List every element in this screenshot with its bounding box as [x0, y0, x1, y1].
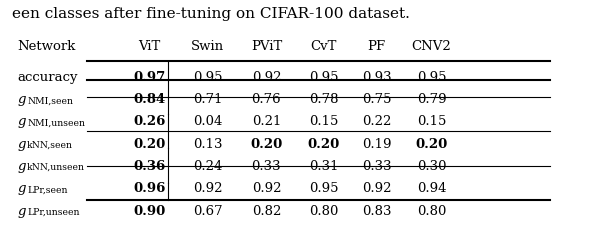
Text: NMI,unseen: NMI,unseen: [27, 119, 85, 127]
Text: 0.95: 0.95: [417, 71, 446, 84]
Text: 0.20: 0.20: [250, 138, 283, 151]
Text: 0.80: 0.80: [309, 204, 338, 218]
Text: kNN,seen: kNN,seen: [27, 141, 73, 150]
Text: 0.21: 0.21: [252, 115, 281, 128]
Text: 0.15: 0.15: [309, 115, 338, 128]
Text: kNN,unseen: kNN,unseen: [27, 163, 85, 172]
Text: 0.24: 0.24: [193, 160, 222, 173]
Text: g: g: [17, 115, 26, 128]
Text: 0.95: 0.95: [309, 182, 338, 195]
Text: 0.92: 0.92: [252, 182, 281, 195]
Text: 0.13: 0.13: [193, 138, 222, 151]
Text: CvT: CvT: [310, 40, 336, 53]
Text: 0.30: 0.30: [417, 160, 446, 173]
Text: g: g: [17, 138, 26, 151]
Text: 0.95: 0.95: [309, 71, 338, 84]
Text: Swin: Swin: [192, 40, 224, 53]
Text: ViT: ViT: [138, 40, 161, 53]
Text: 0.26: 0.26: [133, 115, 166, 128]
Text: 0.95: 0.95: [193, 71, 222, 84]
Text: 0.67: 0.67: [193, 204, 223, 218]
Text: 0.20: 0.20: [133, 138, 166, 151]
Text: 0.93: 0.93: [362, 71, 392, 84]
Text: 0.94: 0.94: [417, 182, 446, 195]
Text: 0.78: 0.78: [309, 93, 338, 106]
Text: 0.82: 0.82: [252, 204, 281, 218]
Text: NMI,seen: NMI,seen: [27, 96, 73, 105]
Text: PF: PF: [368, 40, 386, 53]
Text: g: g: [17, 204, 26, 218]
Text: 0.80: 0.80: [417, 204, 446, 218]
Text: 0.33: 0.33: [362, 160, 392, 173]
Text: 0.79: 0.79: [416, 93, 447, 106]
Text: 0.92: 0.92: [252, 71, 281, 84]
Text: CNV2: CNV2: [411, 40, 452, 53]
Text: LPr,unseen: LPr,unseen: [27, 208, 79, 217]
Text: 0.92: 0.92: [193, 182, 222, 195]
Text: 0.04: 0.04: [193, 115, 222, 128]
Text: een classes after fine-tuning on CIFAR-100 dataset.: een classes after fine-tuning on CIFAR-1…: [12, 7, 410, 21]
Text: accuracy: accuracy: [17, 71, 78, 84]
Text: g: g: [17, 160, 26, 173]
Text: 0.96: 0.96: [133, 182, 166, 195]
Text: 0.76: 0.76: [251, 93, 282, 106]
Text: Network: Network: [17, 40, 76, 53]
Text: 0.97: 0.97: [133, 71, 166, 84]
Text: 0.75: 0.75: [362, 93, 391, 106]
Text: 0.92: 0.92: [362, 182, 391, 195]
Text: LPr,seen: LPr,seen: [27, 186, 68, 194]
Text: 0.22: 0.22: [362, 115, 391, 128]
Text: 0.20: 0.20: [415, 138, 448, 151]
Text: 0.19: 0.19: [362, 138, 391, 151]
Text: g: g: [17, 182, 26, 195]
Text: 0.84: 0.84: [133, 93, 166, 106]
Text: 0.83: 0.83: [362, 204, 391, 218]
Text: 0.15: 0.15: [417, 115, 446, 128]
Text: 0.36: 0.36: [133, 160, 166, 173]
Text: 0.20: 0.20: [307, 138, 339, 151]
Text: 0.71: 0.71: [193, 93, 222, 106]
Text: g: g: [17, 93, 26, 106]
Text: 0.33: 0.33: [251, 160, 282, 173]
Text: 0.31: 0.31: [309, 160, 338, 173]
Text: PViT: PViT: [251, 40, 282, 53]
Text: 0.90: 0.90: [133, 204, 166, 218]
